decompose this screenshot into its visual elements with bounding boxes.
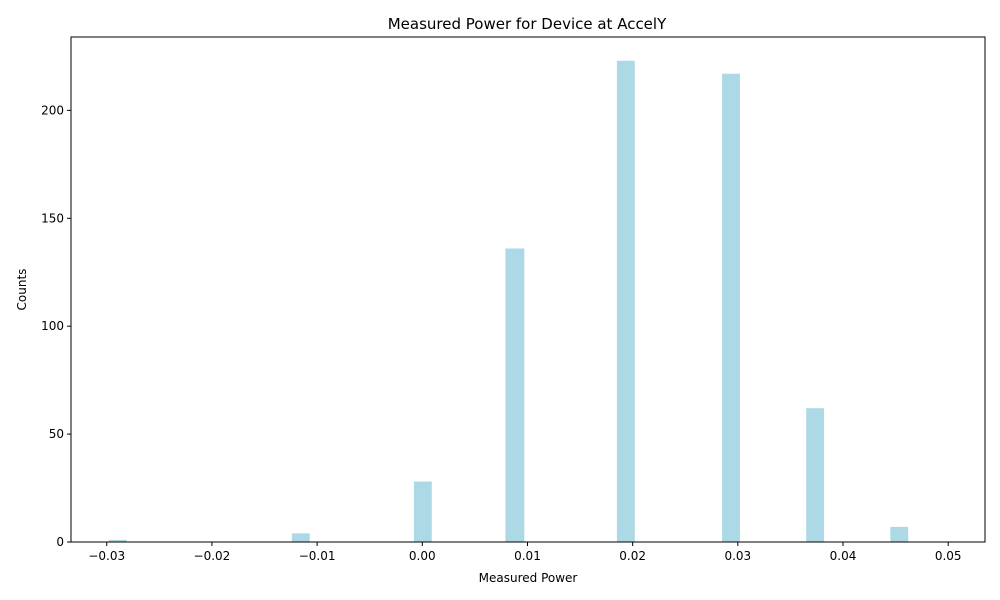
histogram-bar (806, 408, 825, 542)
histogram-bar (108, 539, 127, 542)
y-tick-label: 150 (41, 211, 64, 225)
x-tick-label: −0.01 (299, 549, 336, 563)
histogram-bar (291, 533, 310, 542)
y-axis-title: Counts (15, 269, 29, 311)
y-tick-label: 200 (41, 103, 64, 117)
histogram-bar (413, 481, 432, 542)
y-tick-label: 0 (56, 535, 64, 549)
x-tick-label: 0.02 (619, 549, 646, 563)
x-tick-label: 0.00 (409, 549, 436, 563)
x-tick-label: 0.05 (935, 549, 962, 563)
y-axis-ticks: 0 50 100 150 200 (41, 103, 71, 549)
x-tick-label: −0.02 (194, 549, 231, 563)
x-tick-label: −0.03 (88, 549, 125, 563)
plot-frame (70, 36, 986, 543)
histogram-bar (722, 73, 740, 542)
x-tick-label: 0.04 (830, 549, 857, 563)
histogram-bar (505, 248, 525, 542)
histogram-bar (616, 60, 635, 543)
chart-title: Measured Power for Device at AccelY (388, 15, 667, 33)
y-tick-label: 50 (49, 427, 64, 441)
x-tick-label: 0.03 (724, 549, 751, 563)
bars-layer (108, 60, 909, 543)
x-axis-title: Measured Power (479, 571, 578, 585)
x-axis-ticks: −0.03 −0.02 −0.01 0.00 0.01 0.02 0.03 0.04 0.05 (88, 542, 962, 563)
y-tick-label: 100 (41, 319, 64, 333)
histogram-bar (890, 526, 909, 542)
x-tick-label: 0.01 (514, 549, 541, 563)
